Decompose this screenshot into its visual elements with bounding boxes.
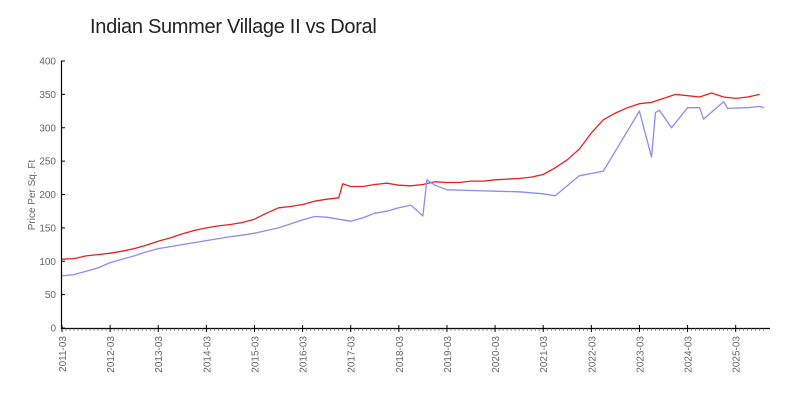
x-tick-label: 2025-03 — [732, 336, 743, 373]
x-tick-label: 2023-03 — [635, 336, 646, 373]
x-tick-label: 2020-03 — [491, 336, 502, 373]
y-axis-title: Price Per Sq. Ft — [27, 159, 38, 230]
y-tick-label: 0 — [50, 324, 56, 335]
y-tick-label: 250 — [39, 157, 56, 168]
x-tick-label: 2015-03 — [250, 336, 261, 373]
x-tick-label: 2019-03 — [443, 336, 454, 373]
chart-series — [61, 92, 764, 277]
y-tick-label: 150 — [39, 223, 56, 234]
y-tick-label: 200 — [39, 190, 56, 201]
x-tick-label: 2011-03 — [58, 336, 69, 372]
y-tick-label: 300 — [39, 123, 56, 134]
chart-title: Indian Summer Village II vs Doral — [90, 16, 377, 38]
series-line-doral — [61, 92, 760, 260]
y-tick-label: 50 — [45, 290, 57, 301]
y-tick-label: 350 — [39, 90, 56, 101]
y-tick-label: 400 — [39, 57, 56, 68]
y-tick-label: 100 — [39, 257, 56, 268]
series-line-indian-summer-village-ii — [61, 101, 764, 277]
x-tick-label: 2018-03 — [395, 336, 406, 373]
chart-axes: 0 50 100 150 200 250 300 350 400 2011-03 2012-03 20… — [27, 57, 770, 373]
x-tick-label: 2021-03 — [539, 336, 550, 373]
x-tick-label: 2017-03 — [347, 336, 358, 373]
x-tick-label: 2016-03 — [299, 336, 310, 373]
x-tick-label: 2014-03 — [202, 336, 213, 373]
x-tick-label: 2012-03 — [106, 336, 117, 373]
x-tick-label: 2022-03 — [587, 336, 598, 373]
x-tick-label: 2024-03 — [684, 336, 695, 373]
x-tick-label: 2013-03 — [154, 336, 165, 373]
